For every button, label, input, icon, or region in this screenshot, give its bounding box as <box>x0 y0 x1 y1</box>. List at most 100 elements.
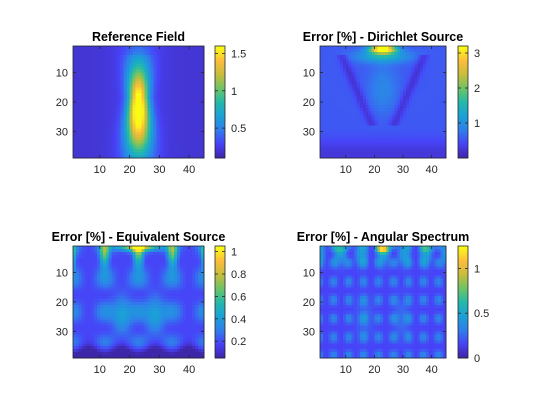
heatmap-cell <box>174 287 178 291</box>
heatmap-cell <box>132 146 136 150</box>
heatmap-cell <box>102 257 107 262</box>
heatmap-cell <box>114 246 119 250</box>
heatmap-cell <box>102 51 107 56</box>
heatmap-cell <box>73 81 77 85</box>
heatmap-cell <box>93 302 98 306</box>
heatmap-cell <box>434 102 438 106</box>
heatmap-cell <box>195 325 199 329</box>
heatmap-cell <box>411 113 415 118</box>
heatmap-cell <box>99 46 104 50</box>
heatmap-cell <box>93 155 98 159</box>
heatmap-cell <box>105 246 110 250</box>
heatmap-cell <box>354 152 358 156</box>
heatmap-cell <box>434 116 438 121</box>
heatmap-cell <box>380 128 384 132</box>
heatmap-cell <box>201 310 205 315</box>
heatmap-cell <box>385 128 390 132</box>
heatmap-cell <box>132 104 136 109</box>
heatmap-cell <box>165 275 169 279</box>
heatmap-cell <box>90 81 95 85</box>
heatmap-cell <box>201 125 205 129</box>
heatmap-cell <box>174 254 178 259</box>
heatmap-cell <box>102 113 107 118</box>
colorbar-segment <box>215 142 225 145</box>
heatmap-cell <box>99 119 104 124</box>
heatmap-cell <box>73 269 77 273</box>
heatmap-cell <box>351 102 355 106</box>
heatmap-cell <box>129 263 133 268</box>
heatmap-cell <box>174 146 178 150</box>
heatmap-cell <box>186 131 190 135</box>
heatmap-cell <box>73 248 77 253</box>
heatmap-cell <box>159 269 163 273</box>
heatmap-cell <box>183 266 187 270</box>
heatmap-cell <box>117 102 122 106</box>
heatmap-cell <box>84 307 89 312</box>
heatmap-cell <box>165 66 169 70</box>
heatmap-cell <box>391 102 395 106</box>
heatmap-cell <box>75 299 80 303</box>
heatmap-cell <box>420 104 424 109</box>
heatmap-cell <box>108 251 113 256</box>
heatmap-cell <box>186 278 190 282</box>
heatmap-cell <box>99 54 104 59</box>
heatmap-cell <box>129 269 133 273</box>
heatmap-cell <box>168 116 172 121</box>
heatmap-cell <box>93 322 98 326</box>
heatmap-cell <box>437 81 441 85</box>
heatmap-cell <box>391 46 395 50</box>
heatmap-cell <box>198 302 202 306</box>
heatmap-cell <box>394 146 398 150</box>
heatmap-cell <box>126 319 130 324</box>
heatmap-cell <box>73 328 77 332</box>
heatmap-cell <box>174 119 178 124</box>
colorbar-segment <box>215 119 225 122</box>
heatmap-cell <box>102 90 107 94</box>
heatmap-cell <box>168 278 172 282</box>
heatmap-cell <box>117 251 122 256</box>
heatmap-cell <box>192 313 196 318</box>
heatmap-cell <box>195 54 199 59</box>
heatmap-cell <box>189 310 193 315</box>
heatmap-cell <box>168 257 172 262</box>
heatmap-cell <box>123 78 127 82</box>
heatmap-cell <box>126 152 130 156</box>
heatmap-cell <box>351 63 355 68</box>
heatmap-cell <box>135 122 139 126</box>
heatmap-cell <box>428 78 433 82</box>
heatmap-cell <box>443 137 447 141</box>
heatmap-cell <box>383 104 387 109</box>
heatmap-cell <box>180 81 184 85</box>
heatmap-cell <box>84 110 89 115</box>
heatmap-cell <box>397 113 401 118</box>
colorbar-segment <box>458 91 468 94</box>
heatmap-cell <box>380 152 384 156</box>
heatmap-cell <box>162 337 166 341</box>
heatmap-cell <box>156 125 160 129</box>
heatmap-cell <box>403 75 407 79</box>
heatmap-cell <box>403 72 407 76</box>
heatmap-cell <box>411 84 415 88</box>
heatmap-cell <box>141 149 145 153</box>
heatmap-cell <box>81 287 86 291</box>
heatmap-cell <box>434 99 438 103</box>
heatmap-cell <box>129 87 133 91</box>
heatmap-cell <box>186 313 190 318</box>
heatmap-cell <box>189 54 193 59</box>
heatmap-cell <box>354 155 358 159</box>
heatmap-cell <box>102 116 107 121</box>
heatmap-cell <box>420 93 424 97</box>
heatmap-cell <box>177 110 181 115</box>
heatmap-cell <box>168 57 172 62</box>
heatmap-cell <box>397 75 401 79</box>
colorbar-segment <box>458 82 468 85</box>
heatmap-cell <box>177 60 181 65</box>
heatmap-cell <box>135 296 139 300</box>
heatmap-cell <box>189 102 193 106</box>
heatmap-cell <box>138 119 142 124</box>
heatmap-cell <box>108 51 113 56</box>
heatmap-cell <box>159 131 163 135</box>
heatmap-cell <box>117 99 122 103</box>
heatmap-cell <box>156 93 160 97</box>
heatmap-cell <box>129 122 133 126</box>
